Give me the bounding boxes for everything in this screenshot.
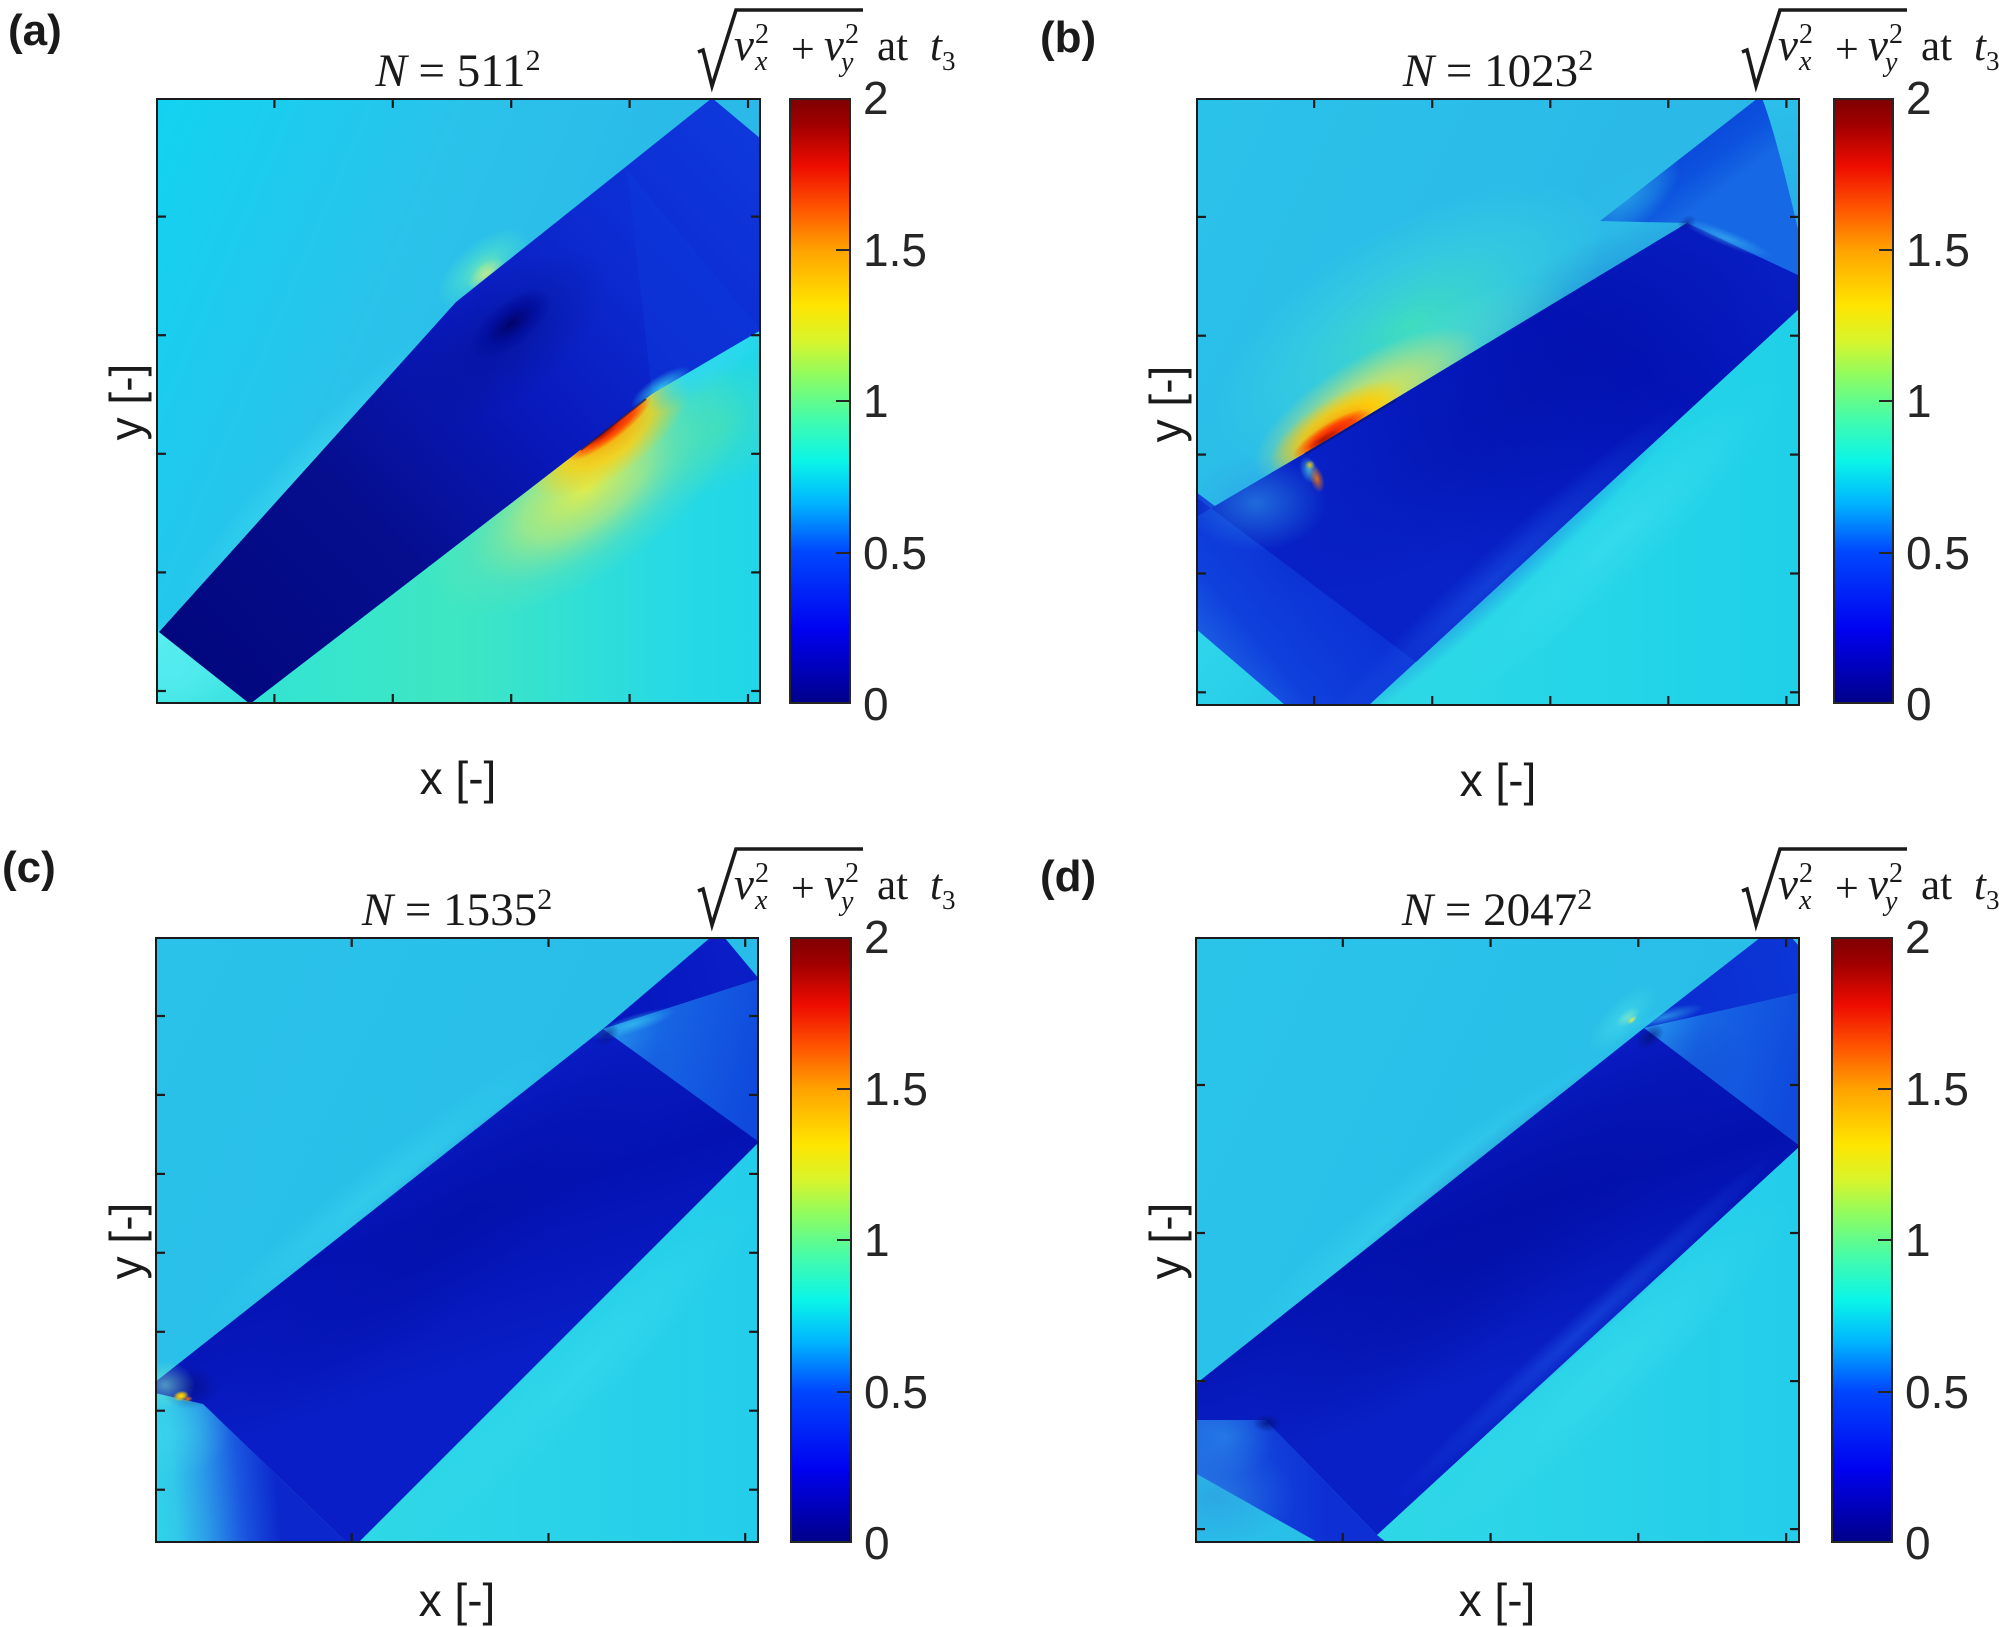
svg-text:v: v [824, 859, 844, 909]
svg-text:at: at [877, 23, 908, 70]
svg-text:2: 2 [755, 858, 769, 889]
svg-text:2: 2 [845, 19, 859, 50]
svg-text:2: 2 [755, 19, 769, 50]
svg-text:x: x [1798, 885, 1812, 916]
svg-text:y: y [838, 47, 854, 78]
svg-text:+: + [1835, 866, 1859, 912]
svg-text:y: y [1882, 886, 1898, 917]
svg-text:at: at [1921, 23, 1952, 70]
svg-text:v: v [824, 20, 844, 70]
svg-text:+: + [1835, 27, 1859, 73]
svg-text:x: x [1798, 46, 1812, 77]
svg-text:t: t [1974, 23, 1987, 70]
svg-text:2: 2 [1889, 858, 1903, 889]
svg-text:t: t [930, 23, 943, 70]
svg-text:y: y [1882, 47, 1898, 78]
svg-text:t: t [1974, 862, 1987, 909]
svg-text:3: 3 [1986, 885, 1999, 915]
svg-text:at: at [1921, 862, 1952, 909]
svg-text:x: x [754, 46, 768, 77]
svg-text:2: 2 [1799, 858, 1813, 889]
svg-text:t: t [930, 862, 943, 909]
svg-text:3: 3 [942, 885, 956, 915]
svg-text:2: 2 [1799, 19, 1813, 50]
svg-text:+: + [791, 866, 815, 912]
svg-text:x: x [754, 885, 768, 916]
svg-text:2: 2 [1889, 19, 1903, 50]
svg-text:v: v [1778, 859, 1798, 909]
svg-text:v: v [1868, 20, 1888, 70]
svg-text:v: v [1778, 20, 1798, 70]
svg-text:at: at [877, 862, 908, 909]
svg-text:y: y [838, 886, 854, 917]
svg-text:v: v [734, 20, 754, 70]
svg-text:v: v [1868, 859, 1888, 909]
svg-text:v: v [734, 859, 754, 909]
svg-text:2: 2 [845, 858, 859, 889]
svg-text:+: + [791, 27, 815, 73]
svg-text:3: 3 [1986, 46, 1999, 76]
svg-text:3: 3 [942, 46, 956, 76]
